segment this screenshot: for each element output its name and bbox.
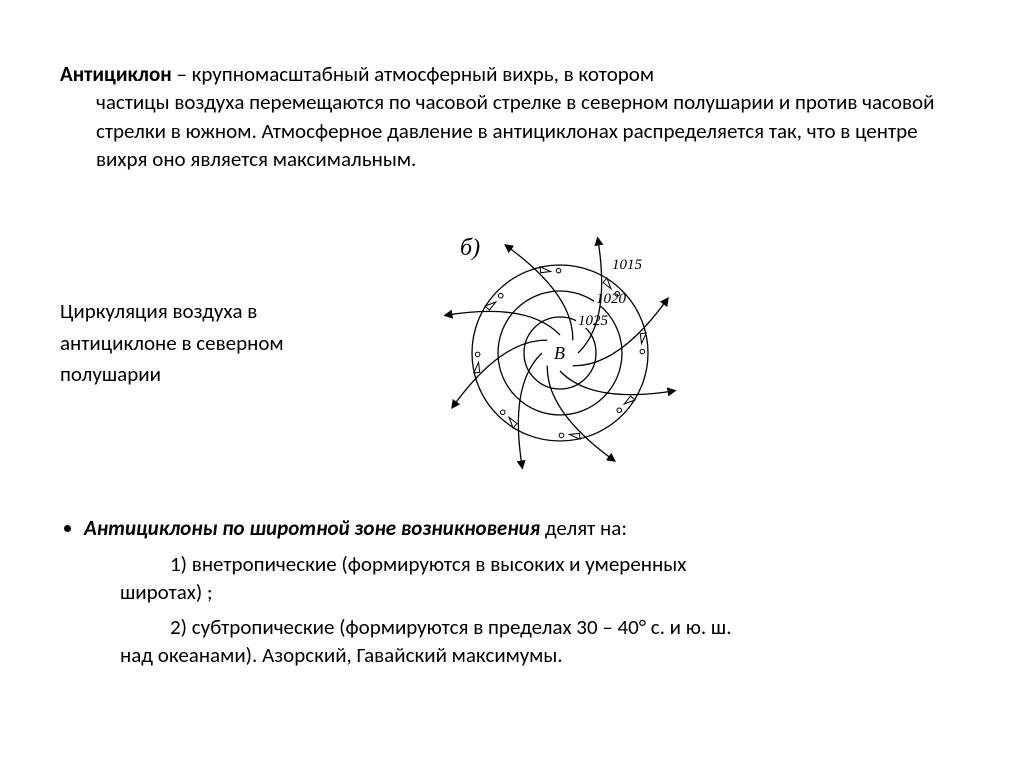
bullet-list: Антициклоны по широтной зоне возникновен… — [60, 513, 964, 669]
sub-item-1-lead: 1) внетропические (формируются в высоких… — [84, 550, 964, 578]
caption-line-2: антициклоне в северном — [60, 328, 360, 360]
anticyclone-diagram: б)102510201015В — [360, 213, 720, 473]
definition-line1: – крупномасштабный атмосферный вихрь, в … — [172, 61, 654, 87]
definition-paragraph: Антициклон – крупномасштабный атмосферны… — [60, 60, 964, 173]
sub-item-2-lead: 2) субтропические (формируются в предела… — [84, 613, 964, 641]
diagram-caption: Циркуляция воздуха в антициклоне в север… — [60, 296, 360, 391]
caption-line-1: Циркуляция воздуха в — [60, 296, 360, 328]
sub-item-1-tail: широтах) ; — [84, 578, 964, 606]
headline-bold: Антициклоны по широтной зоне возникновен… — [84, 515, 540, 541]
svg-text:б): б) — [460, 235, 480, 261]
definition-rest: частицы воздуха перемещаются по часовой … — [60, 88, 964, 173]
caption-line-3: полушарии — [60, 359, 360, 391]
middle-row: Циркуляция воздуха в антициклоне в север… — [60, 213, 964, 473]
headline-rest: делят на: — [540, 515, 627, 541]
svg-text:1015: 1015 — [612, 257, 643, 273]
bullet-headline: Антициклоны по широтной зоне возникновен… — [84, 513, 964, 669]
diagram-svg: б)102510201015В — [360, 213, 720, 473]
svg-text:1025: 1025 — [578, 313, 609, 329]
slide: Антициклон – крупномасштабный атмосферны… — [0, 0, 1024, 768]
svg-text:В: В — [554, 343, 565, 363]
term-anticyclone: Антициклон — [60, 61, 172, 87]
sub-item-2-tail: над океанами). Азорский, Гавайский макси… — [84, 641, 964, 669]
